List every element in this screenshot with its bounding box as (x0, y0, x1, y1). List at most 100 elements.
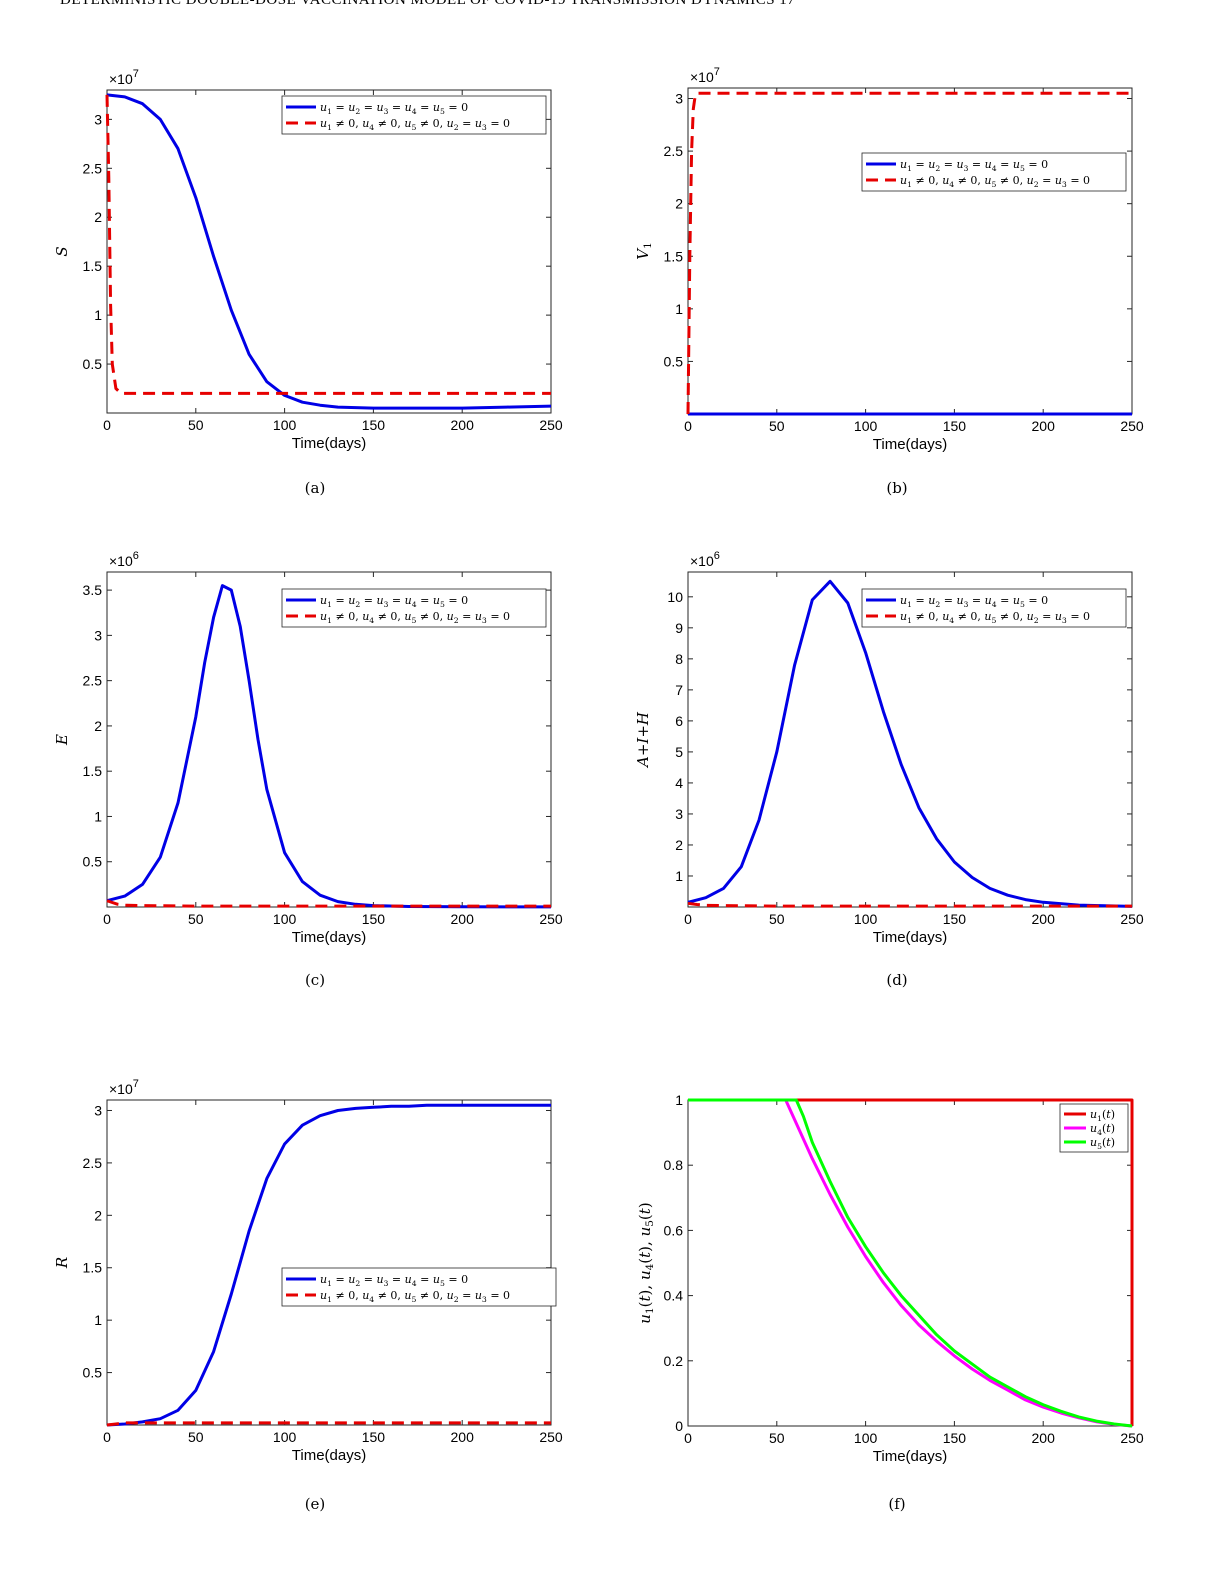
legend: u1​ = u2​ = u3​ = u4​ = u5​ = 0u1​ ≠ 0, … (281, 1267, 557, 1307)
y-tick-label: 1.5 (664, 248, 684, 264)
legend-entry: u1​ ≠ 0, u4​ ≠ 0, u5​ ≠ 0, u2​ = u3​ = 0 (320, 610, 510, 625)
math-symbol: u (376, 594, 383, 607)
math-op: = (459, 1289, 475, 1302)
chart-panel-a: 0 50 100 150 200 250 0.5 1 1.5 2 2.5 3 ×107 Time(days… (53, 68, 563, 497)
legend-entry: u5​(t) (1090, 1136, 1115, 1151)
math-subscript: 5 (412, 1295, 417, 1304)
multiplier-base: ×10 (109, 71, 133, 87)
y-axis-label: R (53, 1257, 71, 1269)
math-symbol: u (636, 1314, 654, 1324)
math-op: = (360, 1273, 376, 1286)
math-symbol: u (1090, 1108, 1097, 1121)
x-tick-label: 200 (451, 417, 475, 433)
math-op: ≠ 0, (996, 610, 1026, 623)
x-tick-label: 100 (854, 1430, 878, 1446)
legend-entry: u4​(t) (1090, 1122, 1115, 1137)
math-op: = (360, 101, 376, 114)
math-subscript: 2 (454, 1295, 459, 1304)
math-symbol: u (1027, 610, 1034, 623)
y-tick-label: 3 (94, 1102, 102, 1118)
math-symbol: u (405, 101, 412, 114)
math-subscript: 5 (1097, 1142, 1102, 1151)
y-tick-label: 0.5 (664, 353, 684, 369)
math-subscript: 5 (1020, 600, 1025, 609)
math-op: = (332, 594, 348, 607)
legend-box (861, 588, 1127, 628)
y-tick-label: 1 (94, 1312, 102, 1328)
legend-entry: u1​ = u2​ = u3​ = u4​ = u5​ = 0 (900, 594, 1048, 609)
y-tick-label: 8 (675, 651, 683, 667)
math-subscript: 1 (327, 1279, 332, 1288)
math-symbol: u (900, 594, 907, 607)
y-tick-label: 6 (675, 713, 683, 729)
math-symbol: u (447, 117, 454, 130)
math-symbol: A (634, 756, 652, 769)
math-subscript: 4 (992, 600, 997, 609)
math-subscript: 5 (992, 616, 997, 625)
x-axis-label: Time(days) (292, 435, 366, 452)
math-subscript: 3 (1062, 616, 1067, 625)
math-symbol: u (984, 174, 991, 187)
math-op: ( (636, 1258, 654, 1264)
math-subscript: 2 (454, 616, 459, 625)
plot-area (687, 571, 1133, 908)
math-op: + (634, 744, 652, 757)
math-symbol: u (1055, 610, 1062, 623)
math-symbol: u (320, 1273, 327, 1286)
chart-panel-c: 0 50 100 150 200 250 0.5 1 1.5 2 2.5 3 3.5 ×106 Time(d… (53, 550, 563, 989)
math-op: = (388, 1273, 404, 1286)
series-line-e-1 (106, 1421, 551, 1427)
math-op: = 0 (445, 101, 468, 114)
legend-entry: u1​ ≠ 0, u4​ ≠ 0, u5​ ≠ 0, u2​ = u3​ = 0 (320, 117, 510, 132)
y-tick-label: 9 (675, 620, 683, 636)
x-tick-label: 0 (684, 418, 692, 434)
legend-entry: u1​ ≠ 0, u4​ ≠ 0, u5​ ≠ 0, u2​ = u3​ = 0 (320, 1289, 510, 1304)
axis-multiplier: ×107 (109, 1078, 139, 1097)
series-line-d-0 (687, 579, 1133, 908)
math-subscript: 4 (369, 1295, 374, 1304)
math-subscript: 1 (327, 107, 332, 116)
math-symbol: t (636, 1207, 654, 1214)
plot-area (106, 571, 552, 908)
math-op: = (997, 158, 1013, 171)
math-subscript: 1 (327, 1295, 332, 1304)
x-tick-label: 150 (943, 911, 967, 927)
math-op: = (332, 1273, 348, 1286)
x-tick-label: 150 (362, 911, 386, 927)
running-header-text: DETERMINISTIC DOUBLE-DOSE VACCINATION MO… (60, 0, 796, 8)
y-tick-label: 1 (675, 1092, 683, 1108)
math-op: = (912, 594, 928, 607)
math-subscript: 4 (992, 164, 997, 173)
math-subscript: 2 (1034, 180, 1039, 189)
multiplier-exp: 7 (714, 66, 720, 78)
math-subscript: 2 (454, 123, 459, 132)
math-op: ≠ 0, (374, 1289, 404, 1302)
math-subscript: 1 (907, 180, 912, 189)
y-tick-label: 2 (675, 837, 683, 853)
math-symbol: u (900, 174, 907, 187)
math-op: = (940, 158, 956, 171)
math-op: = 0 (487, 117, 510, 130)
math-subscript: 5 (992, 180, 997, 189)
x-tick-label: 100 (854, 911, 878, 927)
math-symbol: u (475, 610, 482, 623)
math-symbol: t (636, 1294, 654, 1301)
math-subscript: 4 (949, 180, 954, 189)
x-tick-label: 250 (1120, 1430, 1144, 1446)
math-symbol: u (376, 101, 383, 114)
math-symbol: u (1055, 174, 1062, 187)
math-op: ) (1111, 1122, 1115, 1135)
math-symbol: u (320, 101, 327, 114)
math-op: = (940, 594, 956, 607)
x-tick-label: 50 (188, 1429, 204, 1445)
math-symbol: E (53, 734, 71, 746)
math-op: = 0 (1067, 174, 1090, 187)
x-tick-label: 150 (362, 417, 386, 433)
math-subscript: 2 (355, 107, 360, 116)
axis-multiplier: ×106 (690, 550, 720, 569)
x-axis-label: Time(days) (292, 1447, 366, 1464)
legend-entry: u1​ = u2​ = u3​ = u4​ = u5​ = 0 (320, 1273, 468, 1288)
y-tick-label: 2 (94, 1207, 102, 1223)
math-symbol: u (447, 610, 454, 623)
